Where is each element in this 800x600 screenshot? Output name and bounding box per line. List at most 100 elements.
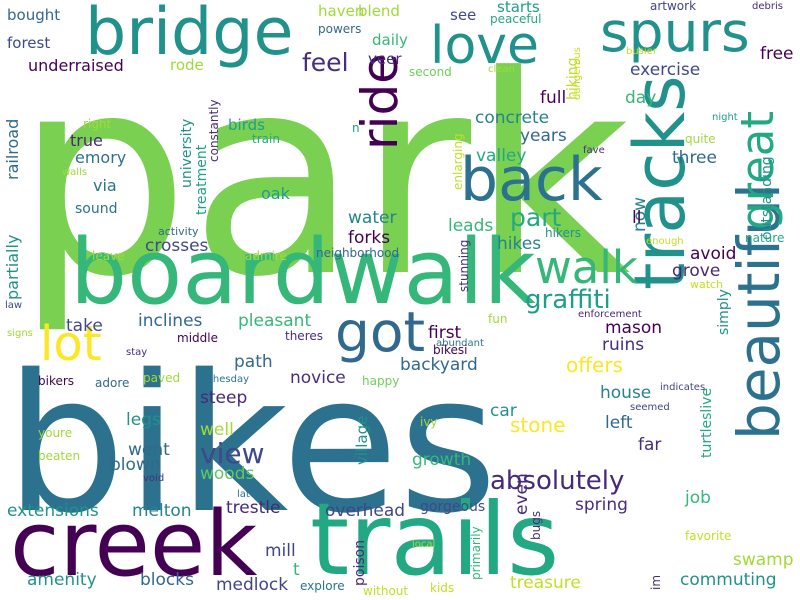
word-veer: veer <box>368 50 402 68</box>
word-graffiti: graffiti <box>525 285 611 315</box>
word-feel: feel <box>302 48 349 77</box>
word-bushesday: bushesday <box>195 374 249 385</box>
word-left: left <box>605 413 633 433</box>
word-rode: rode <box>170 56 204 74</box>
word-novice: novice <box>290 368 346 388</box>
word-medlock: medlock <box>216 575 289 595</box>
word-primarily: primarily <box>469 526 483 580</box>
word-daily: daily <box>372 31 408 49</box>
word-powers: powers <box>318 22 362 36</box>
word-constantly: constantly <box>207 99 221 162</box>
word-forks: forks <box>348 228 391 248</box>
word-day: day <box>625 88 657 108</box>
word-theres: theres <box>285 329 323 343</box>
word-swamp: swamp <box>733 550 794 570</box>
word-went: went <box>128 440 170 460</box>
word-stunning: stunning <box>457 239 471 292</box>
word-walls: walls <box>62 167 88 178</box>
word-take: take <box>66 316 103 336</box>
word-beaten: beaten <box>38 449 81 463</box>
word-overhead: overhead <box>325 501 406 521</box>
word-mason: mason <box>605 318 663 338</box>
word-artwork: artwork <box>650 0 697 13</box>
word-neighborhood: neighborhood <box>316 246 400 260</box>
word-walk: walk <box>535 241 638 294</box>
word-happy: happy <box>362 374 400 388</box>
word-favorite: favorite <box>685 529 732 543</box>
word-creek: creek <box>10 492 258 597</box>
word-youre: youre <box>38 426 73 440</box>
word-admire: admire <box>245 249 288 263</box>
word-part: part <box>510 203 562 232</box>
word-late: late <box>237 489 256 500</box>
word-bikesi: bikesi <box>433 343 468 357</box>
word-partially: partially <box>3 234 22 300</box>
word-seemed: seemed <box>630 402 670 413</box>
word-house: house <box>600 383 652 403</box>
word-birds: birds <box>228 116 265 134</box>
word-nature: nature <box>745 231 785 245</box>
word-signs: signs <box>7 328 33 339</box>
word-underraised: underraised <box>28 56 124 75</box>
word-see: see <box>450 6 477 24</box>
word-university: university <box>179 118 195 188</box>
word-via: via <box>93 176 117 195</box>
word-bikes: bikes <box>5 334 498 555</box>
word-bugs: bugs <box>529 510 543 540</box>
word-peaceful: peaceful <box>490 12 542 26</box>
word-watch: watch <box>690 278 724 291</box>
word-sound: sound <box>75 201 118 217</box>
word-im: im <box>649 574 663 590</box>
word-pleasant: pleasant <box>238 311 312 331</box>
word-law: law <box>5 300 23 311</box>
word-blend: blend <box>358 2 400 20</box>
word-bought: bought <box>7 6 61 24</box>
word-oak: oak <box>261 184 290 203</box>
word-legs: legs <box>126 410 161 430</box>
word-blown: blown <box>110 455 161 475</box>
word-haven: haven <box>318 2 365 20</box>
word-without: without <box>363 584 409 598</box>
word-local: local <box>412 539 436 550</box>
word-grove: grove <box>672 261 721 281</box>
word-inclines: inclines <box>138 311 203 331</box>
word-crosses: crosses <box>145 236 209 256</box>
word-spurs: spurs <box>600 0 750 64</box>
word-valley: valley <box>476 146 527 166</box>
word-t: t <box>293 560 300 580</box>
word-enlarging: enlarging <box>451 133 465 190</box>
word-second: second <box>409 65 452 79</box>
word-even: even <box>512 473 532 515</box>
word-simply: simply <box>716 289 732 335</box>
word-gorgeous: gorgeous <box>420 499 486 515</box>
word-woods: woods <box>200 464 255 484</box>
word-enough: enough <box>646 236 684 247</box>
word-boardwalk: boardwalk <box>70 220 536 325</box>
word-outstanding: outstanding <box>759 156 775 240</box>
word-full: full <box>540 88 567 108</box>
word-lot: lot <box>40 316 102 372</box>
word-view: view <box>200 437 265 470</box>
word-amenity: amenity <box>27 570 97 590</box>
word-free: free <box>760 44 794 64</box>
word-blocks: blocks <box>140 570 194 590</box>
word-leave: leave <box>92 249 125 263</box>
word-path: path <box>234 352 273 372</box>
word-steep: steep <box>200 388 248 408</box>
word-right: right <box>83 117 112 131</box>
word-concrete: concrete <box>475 108 550 128</box>
word-n: n <box>352 121 360 135</box>
word-turtleslive: turtleslive <box>699 387 715 458</box>
word-activity: activity <box>158 225 199 238</box>
word-well: well <box>200 420 234 440</box>
word-ruins: ruins <box>602 335 645 355</box>
word-melton: melton <box>132 501 192 521</box>
word-bridge: bridge <box>85 0 294 70</box>
word-absolutely: absolutely <box>490 466 625 496</box>
word-starts: starts <box>497 0 540 16</box>
word-village: village <box>353 415 371 465</box>
word-stone: stone <box>510 413 566 437</box>
word-kids: kids <box>430 581 455 595</box>
word-railroad: railroad <box>3 118 22 180</box>
